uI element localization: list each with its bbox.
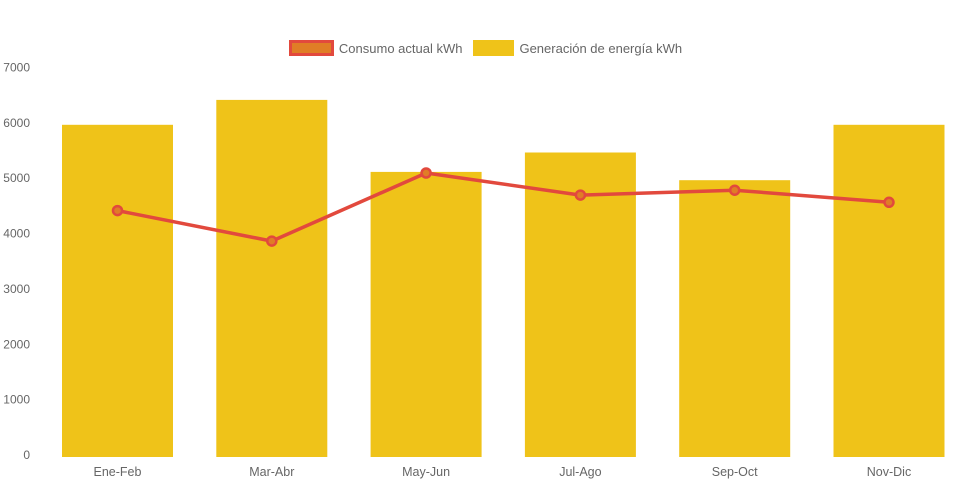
y-tick-label-6000: 6000 bbox=[3, 116, 30, 130]
x-label-Sep-Oct: Sep-Oct bbox=[712, 465, 758, 479]
point-Sep-Oct[interactable] bbox=[728, 184, 741, 196]
chart-legend: Consumo actual kWh Generación de energía… bbox=[0, 40, 971, 56]
bar-Nov-Dic[interactable] bbox=[833, 124, 945, 458]
y-tick-label-3000: 3000 bbox=[3, 282, 30, 296]
y-tick-label-2000: 2000 bbox=[3, 337, 30, 351]
bar-Jul-Ago[interactable] bbox=[524, 152, 636, 458]
y-tick-label-7000: 7000 bbox=[3, 60, 30, 74]
y-tick-label-4000: 4000 bbox=[3, 227, 30, 241]
legend-item-generacion[interactable]: Generación de energía kWh bbox=[473, 40, 682, 56]
x-label-May-Jun: May-Jun bbox=[402, 465, 450, 479]
x-label-Mar-Abr: Mar-Abr bbox=[249, 465, 294, 479]
point-Ene-Feb[interactable] bbox=[111, 204, 124, 217]
bar-Ene-Feb[interactable] bbox=[62, 124, 173, 458]
x-label-Ene-Feb: Ene-Feb bbox=[94, 465, 142, 479]
y-tick-label-5000: 5000 bbox=[3, 171, 30, 185]
bar-Sep-Oct[interactable] bbox=[679, 180, 791, 457]
y-tick-label-0: 0 bbox=[23, 448, 30, 462]
bar-Mar-Abr[interactable] bbox=[216, 99, 328, 458]
x-label-Jul-Ago: Jul-Ago bbox=[559, 465, 601, 479]
point-Jul-Ago[interactable] bbox=[574, 189, 587, 201]
generacion-swatch-icon bbox=[473, 40, 515, 56]
y-tick-label-1000: 1000 bbox=[3, 393, 30, 407]
legend-label-generacion: Generación de energía kWh bbox=[519, 40, 683, 56]
legend-label-consumo: Consumo actual kWh bbox=[338, 40, 463, 56]
bar-May-Jun[interactable] bbox=[370, 171, 482, 457]
x-label-Nov-Dic: Nov-Dic bbox=[867, 465, 911, 479]
point-May-Jun[interactable] bbox=[420, 167, 432, 179]
point-Mar-Abr[interactable] bbox=[266, 235, 278, 247]
consumo-swatch-icon bbox=[288, 40, 334, 56]
consumo-line bbox=[115, 171, 891, 243]
legend-item-consumo[interactable]: Consumo actual kWh bbox=[288, 40, 463, 56]
point-Nov-Dic[interactable] bbox=[883, 196, 895, 209]
